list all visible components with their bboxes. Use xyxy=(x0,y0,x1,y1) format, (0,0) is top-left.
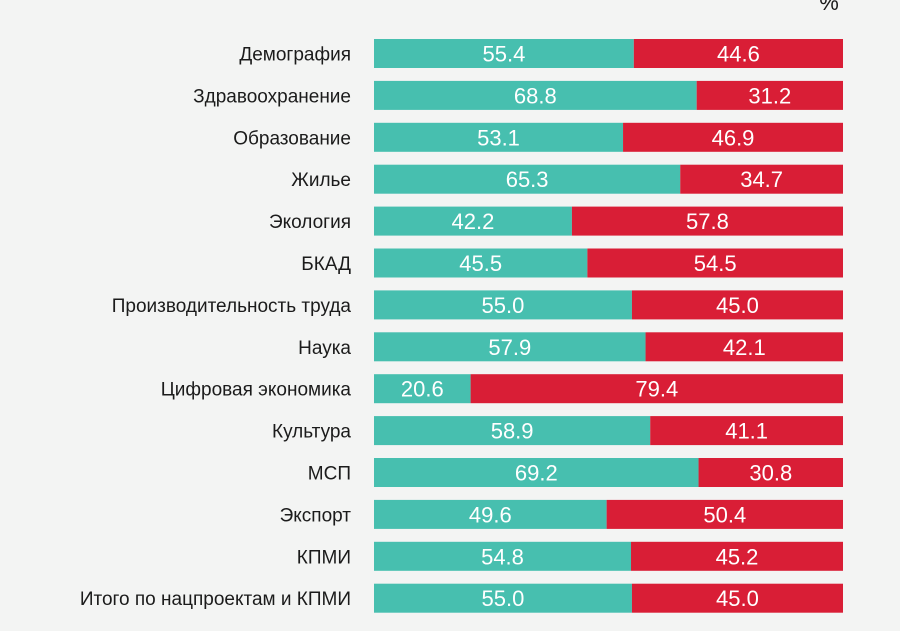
bar-segment-2 xyxy=(631,541,843,571)
bar-segment-1 xyxy=(374,583,632,613)
data-label: 31.2 xyxy=(748,83,791,108)
data-label: 50.4 xyxy=(703,502,746,527)
category-label: Образование xyxy=(233,128,351,149)
bar-segment-2 xyxy=(645,332,843,362)
data-label: 69.2 xyxy=(515,461,558,486)
category-label: Жилье xyxy=(291,170,351,191)
category-label: Экспорт xyxy=(280,505,352,526)
bar-segment-2 xyxy=(631,290,843,320)
bar-segment-2 xyxy=(631,583,843,613)
bar-row: Итого по нацпроектам и КПМИ 55.0 45.0 xyxy=(80,583,843,613)
data-label: 53.1 xyxy=(477,125,520,150)
category-label: Цифровая экономика xyxy=(161,380,352,401)
category-label: Здравоохранение xyxy=(193,86,351,107)
data-label: 44.6 xyxy=(717,42,760,67)
data-label: 68.8 xyxy=(514,83,557,108)
data-label: 42.1 xyxy=(723,335,766,360)
bar-row: Наука 57.9 42.1 xyxy=(298,332,843,362)
bar-segment-2 xyxy=(698,458,843,487)
bar-segment-1 xyxy=(374,458,699,487)
bar-segment-1 xyxy=(374,290,632,320)
data-label: 55.0 xyxy=(482,586,525,611)
bar-row: Производительность труда 55.0 45.0 xyxy=(112,290,843,320)
bar-row: Цифровая экономика 20.6 79.4 xyxy=(161,374,843,404)
data-label: 42.2 xyxy=(452,209,495,234)
bar-segment-1 xyxy=(374,80,697,110)
category-label: Производительность труда xyxy=(112,296,352,317)
data-label: 65.3 xyxy=(506,167,549,192)
bar-row: МСП 69.2 30.8 xyxy=(308,458,843,487)
bar-row: Здравоохранение 68.8 31.2 xyxy=(193,80,843,110)
category-label: Демография xyxy=(239,45,351,66)
category-label: Наука xyxy=(298,338,351,359)
category-label: БКАД xyxy=(301,254,351,275)
data-label: 34.7 xyxy=(740,167,783,192)
bar-row: Демография 55.4 44.6 xyxy=(239,39,843,68)
bar-segment-1 xyxy=(374,39,634,68)
bar-row: БКАД 45.5 54.5 xyxy=(301,248,843,278)
data-label: 41.1 xyxy=(725,419,768,444)
data-label: 58.9 xyxy=(491,419,534,444)
bar-segment-2 xyxy=(571,206,843,236)
data-label: 20.6 xyxy=(401,377,444,402)
data-label: 45.0 xyxy=(716,586,759,611)
bar-segment-2 xyxy=(696,80,843,110)
bar-row: Экология 42.2 57.8 xyxy=(269,206,843,236)
bar-segment-1 xyxy=(374,499,607,529)
bar-segment-1 xyxy=(374,248,588,278)
bar-row: Культура 58.9 41.1 xyxy=(272,416,843,446)
data-label: 55.4 xyxy=(482,42,525,67)
chart-rows: Демография 55.4 44.6 Здравоохранение 68.8 31.… xyxy=(80,39,843,613)
bar-row: Экспорт 49.6 50.4 xyxy=(280,499,843,529)
category-label: Культура xyxy=(272,422,351,443)
data-label: 45.5 xyxy=(459,251,502,276)
data-label: 79.4 xyxy=(635,377,678,402)
bar-segment-1 xyxy=(374,416,651,446)
category-label: КПМИ xyxy=(297,547,351,568)
data-label: 45.2 xyxy=(716,544,759,569)
bar-row: Образование 53.1 46.9 xyxy=(233,122,843,152)
data-label: 45.0 xyxy=(716,293,759,318)
bar-segment-2 xyxy=(623,122,843,152)
bar-row: КПМИ 54.8 45.2 xyxy=(297,541,843,571)
bar-segment-2 xyxy=(606,499,843,529)
bar-segment-2 xyxy=(470,374,843,404)
data-label: 57.8 xyxy=(686,209,729,234)
data-label: 57.9 xyxy=(488,335,531,360)
bar-segment-2 xyxy=(650,416,843,446)
category-label: Экология xyxy=(269,212,351,233)
bar-segment-2 xyxy=(587,248,843,278)
category-label: Итого по нацпроектам и КПМИ xyxy=(80,589,351,610)
data-label: 55.0 xyxy=(482,293,525,318)
data-label: 49.6 xyxy=(469,502,512,527)
unit-label: % xyxy=(819,0,839,15)
data-label: 46.9 xyxy=(712,125,755,150)
bar-segment-1 xyxy=(374,374,471,404)
bar-segment-1 xyxy=(374,122,624,152)
category-label: МСП xyxy=(308,464,351,485)
bar-segment-2 xyxy=(633,39,843,68)
bar-segment-1 xyxy=(374,541,632,571)
bar-segment-2 xyxy=(680,164,843,194)
data-label: 54.5 xyxy=(694,251,737,276)
bar-segment-1 xyxy=(374,206,572,236)
data-label: 30.8 xyxy=(749,461,792,486)
bar-segment-1 xyxy=(374,164,681,194)
data-label: 54.8 xyxy=(481,544,524,569)
bar-row: Жилье 65.3 34.7 xyxy=(291,164,843,194)
bar-segment-1 xyxy=(374,332,646,362)
